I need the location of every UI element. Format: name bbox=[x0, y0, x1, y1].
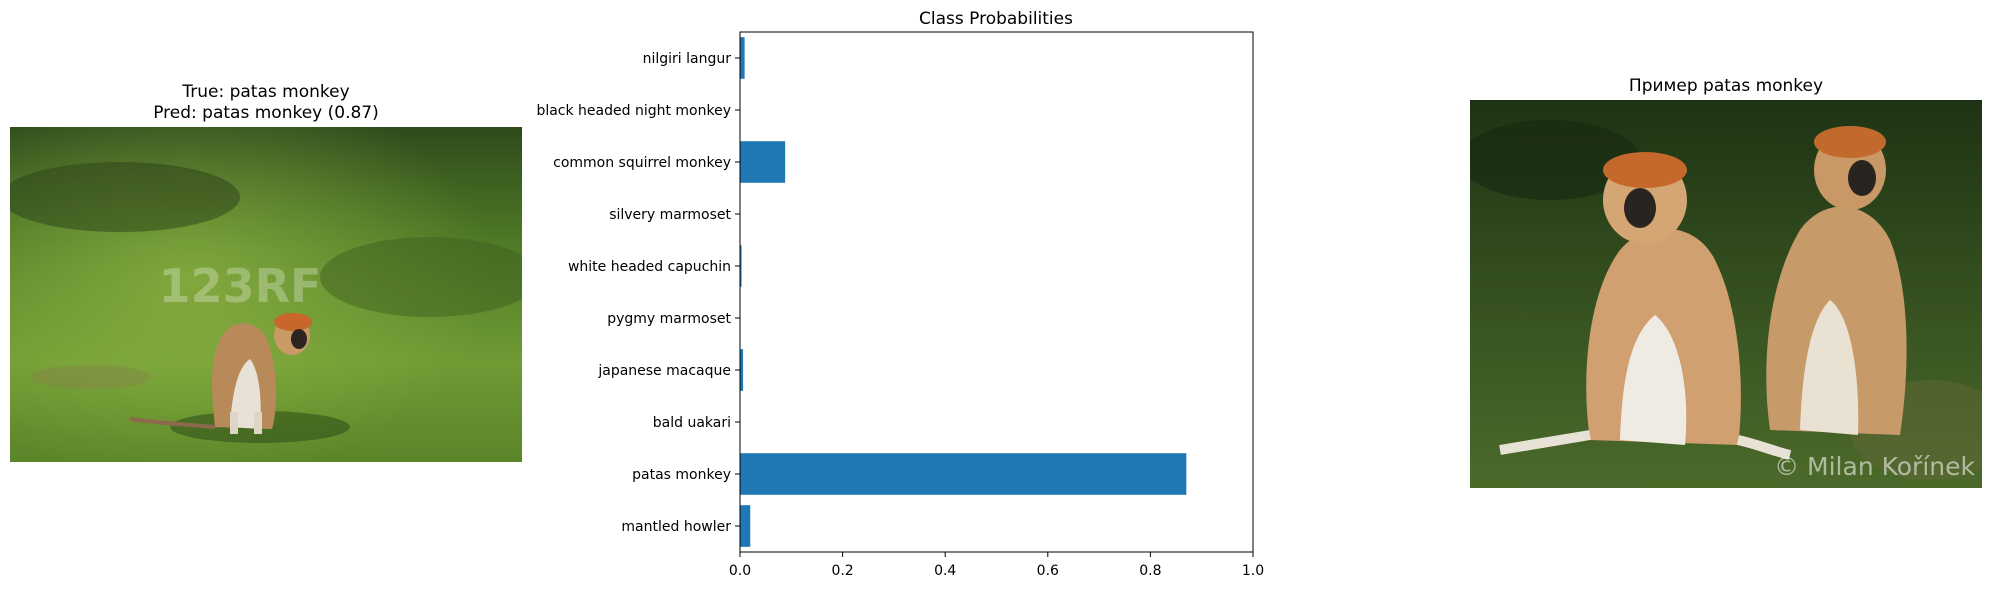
monkey-figure bbox=[129, 313, 312, 434]
example-image: © Milan Kořínek bbox=[1470, 100, 1982, 488]
y-tick-label: pygmy marmoset bbox=[607, 311, 731, 327]
bar-white-headed-capuchin bbox=[740, 245, 742, 287]
y-tick-label: white headed capuchin bbox=[568, 259, 731, 275]
y-tick-label: patas monkey bbox=[632, 467, 731, 483]
y-tick-label: nilgiri langur bbox=[643, 51, 732, 67]
example-image-drawing: © Milan Kořínek bbox=[1470, 100, 1982, 488]
test-image-drawing: 123RF bbox=[10, 127, 522, 462]
pred-label: Pred: patas monkey (0.87) bbox=[153, 103, 379, 123]
x-tick-label: 0.2 bbox=[831, 563, 853, 579]
test-image: 123RF bbox=[10, 127, 522, 462]
bar-mantled-howler bbox=[740, 505, 751, 547]
y-tick-label: silvery marmoset bbox=[609, 207, 731, 223]
left-image-title: True: patas monkey Pred: patas monkey (0… bbox=[10, 82, 522, 124]
bar-japanese-macaque bbox=[740, 349, 744, 391]
chart-title: Class Probabilities bbox=[919, 9, 1073, 29]
y-tick-label: bald uakari bbox=[653, 415, 731, 431]
y-tick-label: common squirrel monkey bbox=[553, 155, 731, 171]
bar-common-squirrel-monkey bbox=[740, 141, 786, 183]
x-tick-label: 0.6 bbox=[1037, 563, 1059, 579]
true-label: True: patas monkey bbox=[182, 82, 350, 102]
bar-patas-monkey bbox=[740, 453, 1187, 495]
example-image-title: Пример patas monkey bbox=[1628, 76, 1824, 96]
test-image-watermark: 123RF bbox=[159, 259, 322, 313]
y-tick-label: mantled howler bbox=[621, 519, 731, 535]
x-tick-label: 0.8 bbox=[1139, 563, 1161, 579]
x-tick-label: 1.0 bbox=[1242, 563, 1264, 579]
example-monkey-back bbox=[1766, 126, 1907, 435]
bar-nilgiri-langur bbox=[740, 37, 745, 79]
y-tick-label: japanese macaque bbox=[597, 363, 731, 379]
plot-frame bbox=[739, 31, 1254, 553]
x-tick-label: 0.4 bbox=[934, 563, 956, 579]
y-tick-label: black headed night monkey bbox=[536, 103, 731, 119]
x-tick-label: 0.0 bbox=[729, 563, 751, 579]
example-image-watermark: © Milan Kořínek bbox=[1774, 452, 1975, 481]
example-monkey-front bbox=[1499, 152, 1792, 460]
